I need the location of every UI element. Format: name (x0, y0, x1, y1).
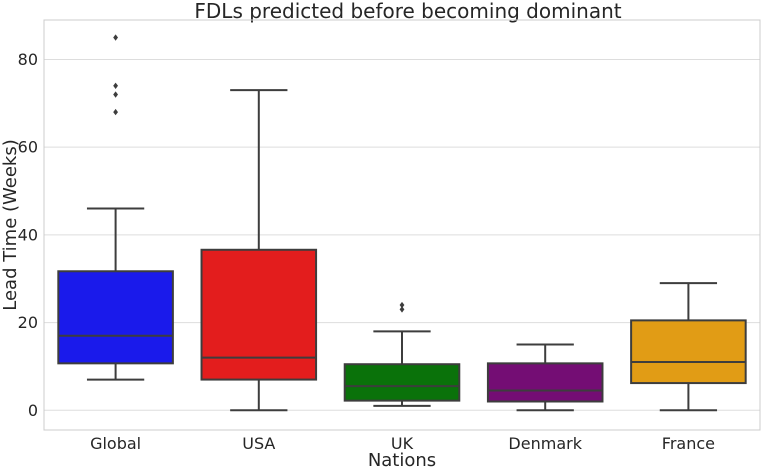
y-tick-label: 40 (18, 225, 38, 244)
y-tick-label: 80 (18, 50, 38, 69)
outlier-point (113, 82, 118, 89)
plot-frame (43, 19, 761, 431)
x-tick-labels: Global USA UK Denmark France (90, 434, 715, 453)
outlier-point (113, 34, 118, 41)
x-tick-label: Denmark (508, 434, 582, 453)
x-axis-label: Nations (368, 450, 436, 468)
box-global (57, 34, 174, 381)
box-uk (343, 301, 461, 407)
x-tick-label: USA (242, 434, 275, 453)
box-iqr (343, 363, 461, 402)
y-tick-label: 20 (18, 313, 38, 332)
gridlines (44, 58, 760, 411)
x-tick-label: France (662, 434, 715, 453)
x-tick-label: Global (90, 434, 141, 453)
box-iqr (200, 248, 318, 381)
y-tick-labels: 0 20 40 60 80 (18, 50, 38, 420)
box-iqr (630, 319, 747, 385)
y-tick-label: 0 (28, 401, 38, 420)
boxes (57, 34, 747, 412)
box-iqr (486, 362, 604, 403)
box-france (630, 282, 747, 412)
box-iqr (57, 270, 174, 365)
outlier-point (113, 91, 118, 98)
x-tick-label: UK (391, 434, 414, 453)
box-denmark (486, 343, 604, 412)
outlier-point (399, 301, 405, 309)
box-usa (200, 89, 318, 412)
outlier-point (113, 108, 118, 116)
chart-title: FDLs predicted before becoming dominant (194, 0, 621, 23)
outlier-point (399, 306, 405, 313)
y-tick-label: 60 (18, 138, 38, 157)
y-axis-label: Lead Time (Weeks) (0, 139, 21, 310)
